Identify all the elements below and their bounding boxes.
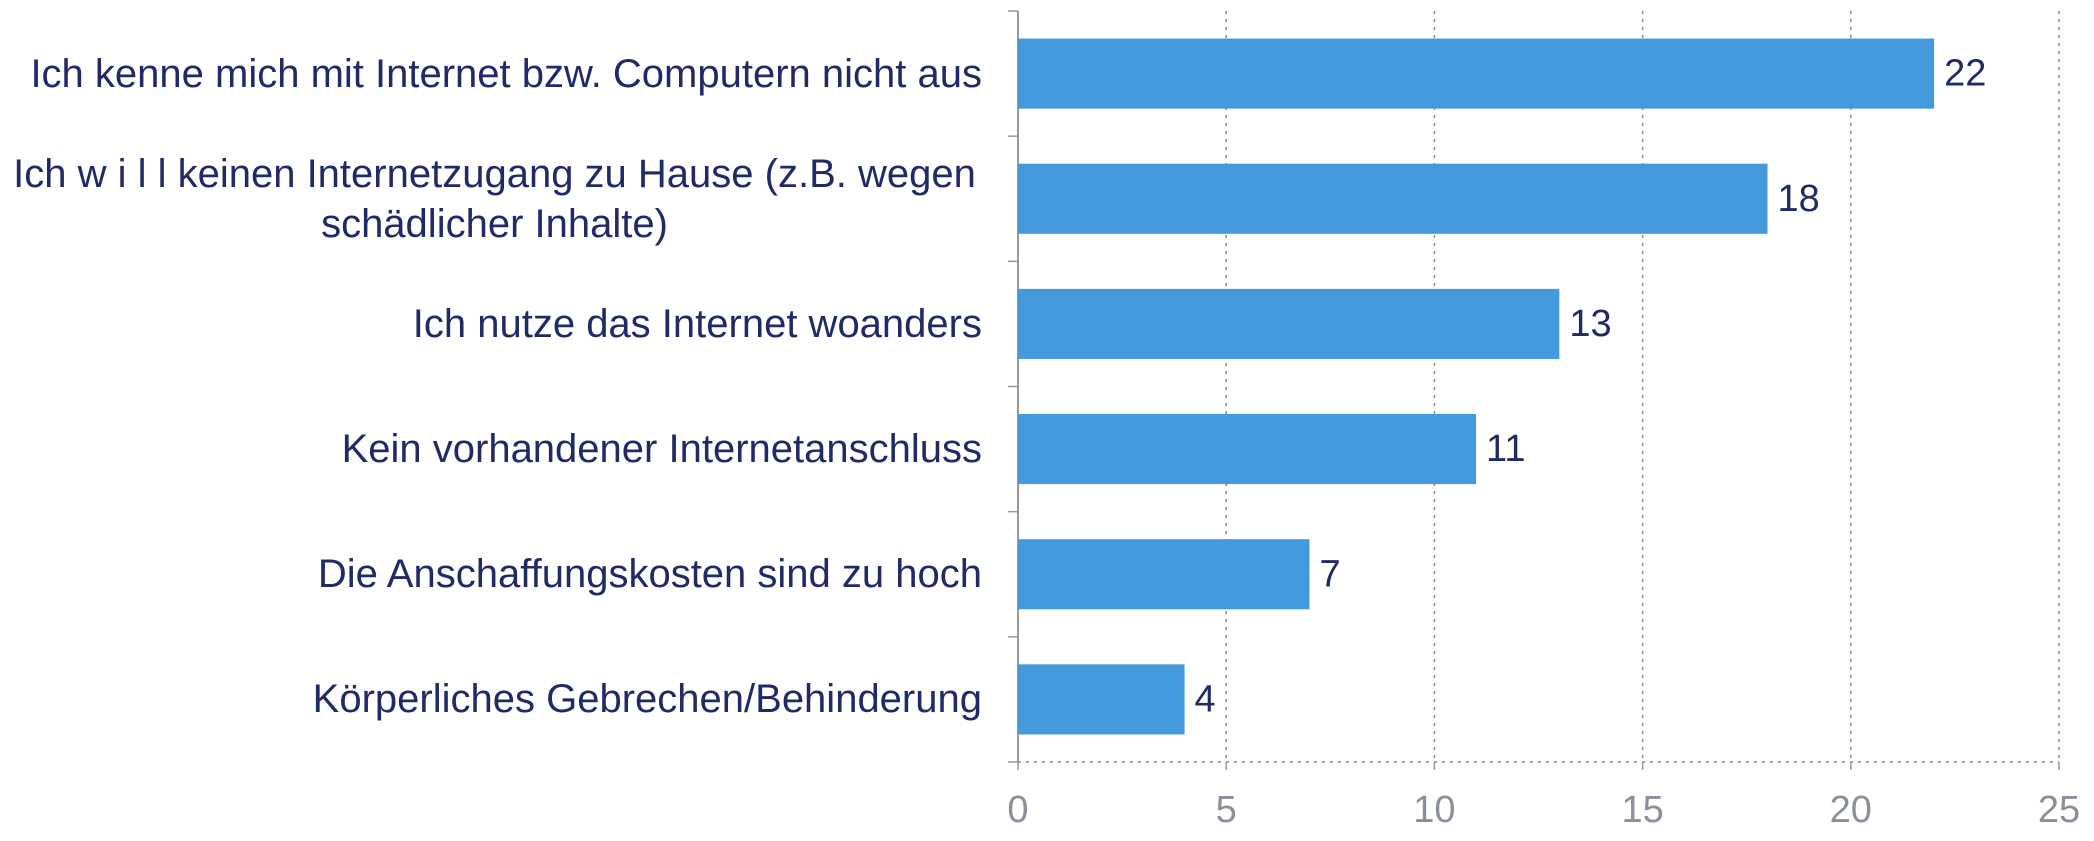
bar <box>1018 163 1768 234</box>
y-tick-label: Die Anschaffungskosten sind zu hoch <box>317 552 982 597</box>
y-tick-label: Kein vorhandener Internetanschluss <box>341 427 982 472</box>
category-label-box: Ich w i l l keinen Internetzugang zu Hau… <box>7 149 982 249</box>
y-tick-label: Ich w i l l keinen Internetzugang zu Hau… <box>13 151 976 246</box>
x-tick-label: 10 <box>1413 789 1455 831</box>
data-label: 18 <box>1778 178 1820 220</box>
data-label: 11 <box>1486 428 1525 470</box>
x-tick-label: 20 <box>1830 789 1872 831</box>
category-label-box: Ich nutze das Internet woanders <box>413 299 982 349</box>
data-label: 13 <box>1569 303 1611 345</box>
data-label: 22 <box>1944 53 1986 95</box>
data-label: 4 <box>1195 678 1216 720</box>
x-tick-label: 25 <box>2038 789 2080 831</box>
category-label-box: Kein vorhandener Internetanschluss <box>342 424 982 474</box>
y-tick-label: Ich kenne mich mit Internet bzw. Compute… <box>30 51 982 96</box>
x-tick-label: 15 <box>1621 789 1663 831</box>
bar <box>1018 38 1935 109</box>
y-tick-label: Ich nutze das Internet woanders <box>412 301 982 346</box>
x-tick-label: 5 <box>1216 789 1237 831</box>
bar <box>1018 414 1477 485</box>
x-tick-label: 0 <box>1007 789 1028 831</box>
bar <box>1018 288 1560 359</box>
category-label-box: Die Anschaffungskosten sind zu hoch <box>318 549 982 599</box>
data-label: 7 <box>1319 553 1340 595</box>
y-tick-label: Körperliches Gebrechen/Behinderung <box>312 677 982 722</box>
category-label-box: Ich kenne mich mit Internet bzw. Compute… <box>30 49 982 99</box>
bar <box>1018 539 1310 610</box>
category-label-box: Körperliches Gebrechen/Behinderung <box>313 674 982 724</box>
bar <box>1018 664 1185 735</box>
